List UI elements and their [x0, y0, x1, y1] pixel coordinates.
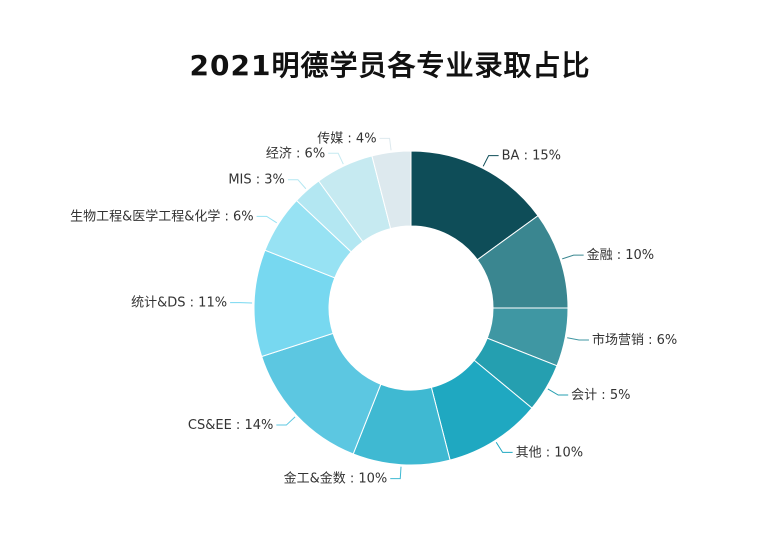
- slice-label-8: 生物工程&医学工程&化学 : 6%: [70, 208, 254, 224]
- slice-label-5: 金工&金数 : 10%: [284, 471, 388, 487]
- leader-line-11: [379, 137, 392, 151]
- slice-label-1: 金融 : 10%: [587, 247, 655, 263]
- leader-line-4: [495, 441, 513, 453]
- slice-11: [371, 150, 412, 230]
- slice-label-11: 传媒 : 4%: [317, 131, 376, 146]
- slice-label-0: BA : 15%: [502, 149, 561, 164]
- leader-line-3: [547, 388, 569, 396]
- leader-line-0: [482, 155, 499, 167]
- slice-label-2: 市场营销 : 6%: [592, 332, 677, 348]
- slice-label-3: 会计 : 5%: [571, 388, 630, 403]
- labels-group: BA : 15% 金融 : 10% 市场营销 : 6% 会计 : 5% 其他 : 10%…: [70, 131, 677, 486]
- leader-line-10: [328, 152, 344, 165]
- leader-line-2: [567, 337, 589, 341]
- leaders-group: [230, 137, 589, 480]
- slice-label-4: 其他 : 10%: [516, 445, 584, 460]
- leader-line-5: [390, 466, 402, 480]
- leader-line-9: [287, 179, 307, 190]
- leader-line-1: [562, 254, 584, 260]
- slice-label-10: 经济 : 6%: [266, 146, 325, 161]
- leader-line-6: [276, 416, 296, 426]
- slice-label-6: CS&EE : 14%: [188, 418, 273, 433]
- slice-label-7: 统计&DS : 11%: [131, 296, 227, 311]
- slice-label-9: MIS : 3%: [228, 173, 285, 188]
- slices-group: [253, 150, 569, 466]
- leader-line-8: [256, 215, 278, 224]
- chart-title: 2021明德学员各专业录取占比: [189, 49, 591, 82]
